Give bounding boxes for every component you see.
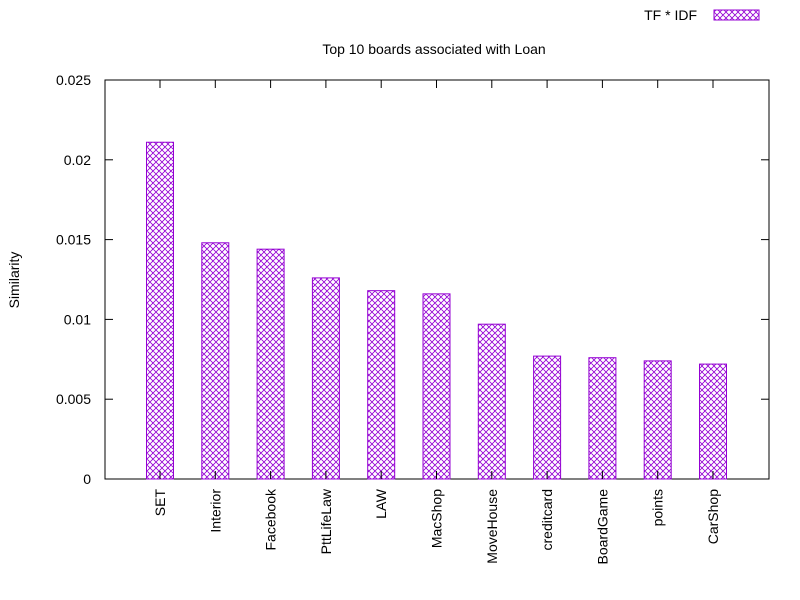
bar-set (146, 141, 174, 480)
x-axis: SET Interior Facebook PttLifeLaw LAW MacShop M… (152, 80, 721, 564)
y-tick-label: 0.015 (56, 232, 91, 248)
y-tick-label: 0.02 (64, 152, 91, 168)
bar-pttlifelaw (311, 277, 340, 480)
bars (146, 141, 727, 480)
x-tick-label: Interior (207, 489, 223, 533)
y-axis: 0 0.005 0.01 0.015 0.02 0.025 (56, 72, 769, 487)
chart-title: Top 10 boards associated with Loan (322, 41, 545, 57)
x-tick-label: MacShop (429, 489, 445, 548)
x-tick-label: BoardGame (594, 489, 610, 565)
x-tick-label: LAW (373, 488, 389, 519)
legend-label: TF * IDF (644, 7, 697, 23)
y-tick-label: 0.025 (56, 72, 91, 88)
bar-law (367, 290, 396, 480)
y-tick-label: 0.005 (56, 391, 91, 407)
legend-swatch (713, 9, 760, 21)
y-tick-label: 0.01 (64, 311, 91, 327)
bar-movehouse (477, 323, 506, 480)
bar-points (643, 360, 672, 480)
x-tick-label: creditcard (539, 489, 555, 550)
bar-facebook (256, 248, 285, 480)
x-tick-label: SET (152, 489, 168, 517)
x-tick-label: MoveHouse (484, 489, 500, 564)
bar-creditcard (533, 355, 562, 480)
y-tick-label: 0 (83, 471, 91, 487)
x-tick-label: points (650, 489, 666, 526)
bar-carshop (699, 363, 727, 480)
x-tick-label: PttLifeLaw (318, 488, 334, 554)
y-axis-label: Similarity (6, 252, 22, 309)
x-tick-label: Facebook (263, 488, 279, 550)
x-tick-label: CarShop (705, 489, 721, 544)
bar-boardgame (588, 357, 617, 480)
bar-interior (201, 242, 230, 480)
bar-macshop (422, 293, 451, 480)
